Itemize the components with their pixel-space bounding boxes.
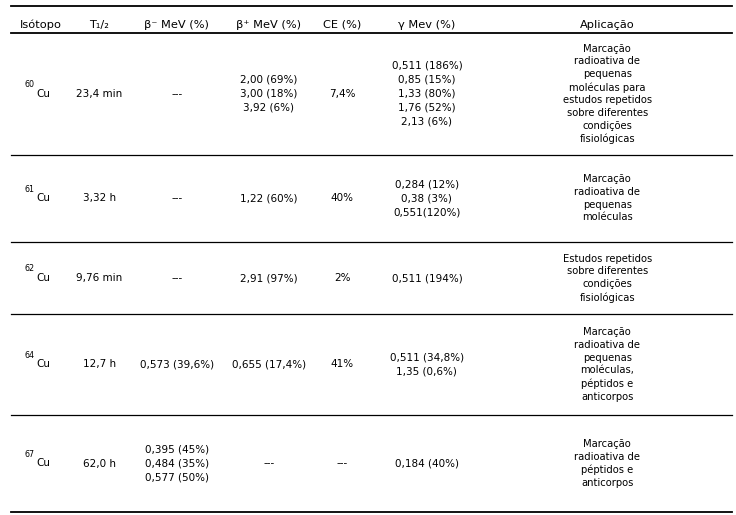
Text: β⁺ MeV (%): β⁺ MeV (%) bbox=[236, 20, 301, 29]
Text: Cu: Cu bbox=[36, 273, 50, 283]
Text: ---: --- bbox=[171, 193, 183, 203]
Text: 0,511 (194%): 0,511 (194%) bbox=[392, 273, 462, 283]
Text: Marcação
radioativa de
pequenas
moléculas para
estudos repetidos
sobre diferente: Marcação radioativa de pequenas molécula… bbox=[562, 43, 652, 145]
Text: Cu: Cu bbox=[36, 89, 50, 99]
Text: Cu: Cu bbox=[36, 193, 50, 203]
Text: 60: 60 bbox=[24, 80, 35, 89]
Text: 62: 62 bbox=[24, 264, 35, 273]
Text: 12,7 h: 12,7 h bbox=[82, 359, 116, 369]
Text: γ Mev (%): γ Mev (%) bbox=[398, 20, 456, 29]
Text: 2%: 2% bbox=[334, 273, 350, 283]
Text: 2,91 (97%): 2,91 (97%) bbox=[240, 273, 297, 283]
Text: 1,22 (60%): 1,22 (60%) bbox=[240, 193, 297, 203]
Text: 0,184 (40%): 0,184 (40%) bbox=[395, 458, 459, 469]
Text: 0,573 (39,6%): 0,573 (39,6%) bbox=[140, 359, 213, 369]
Text: 0,511 (34,8%)
1,35 (0,6%): 0,511 (34,8%) 1,35 (0,6%) bbox=[390, 352, 464, 376]
Text: Cu: Cu bbox=[36, 458, 50, 469]
Text: Aplicação: Aplicação bbox=[580, 20, 634, 29]
Text: Marcação
radioativa de
pequenas
moléculas,
péptidos e
anticorpos: Marcação radioativa de pequenas molécula… bbox=[574, 327, 640, 402]
Text: 0,284 (12%)
0,38 (3%)
0,551(120%): 0,284 (12%) 0,38 (3%) 0,551(120%) bbox=[393, 179, 461, 217]
Text: 62,0 h: 62,0 h bbox=[83, 458, 116, 469]
Text: Marcação
radioativa de
pequenas
moléculas: Marcação radioativa de pequenas molécula… bbox=[574, 174, 640, 222]
Text: 0,655 (17,4%): 0,655 (17,4%) bbox=[232, 359, 305, 369]
Text: β⁻ MeV (%): β⁻ MeV (%) bbox=[144, 20, 209, 29]
Text: T₁/₂: T₁/₂ bbox=[89, 20, 110, 29]
Text: 40%: 40% bbox=[330, 193, 354, 203]
Text: 64: 64 bbox=[24, 351, 35, 359]
Text: 3,32 h: 3,32 h bbox=[82, 193, 116, 203]
Text: 67: 67 bbox=[24, 450, 35, 459]
Text: 0,511 (186%)
0,85 (15%)
1,33 (80%)
1,76 (52%)
2,13 (6%): 0,511 (186%) 0,85 (15%) 1,33 (80%) 1,76 … bbox=[392, 61, 462, 127]
Text: 9,76 min: 9,76 min bbox=[77, 273, 122, 283]
Text: 0,395 (45%)
0,484 (35%)
0,577 (50%): 0,395 (45%) 0,484 (35%) 0,577 (50%) bbox=[144, 444, 209, 483]
Text: Isótopo: Isótopo bbox=[19, 20, 62, 30]
Text: ---: --- bbox=[263, 458, 275, 469]
Text: 41%: 41% bbox=[330, 359, 354, 369]
Text: ---: --- bbox=[171, 273, 183, 283]
Text: Marcação
radioativa de
péptidos e
anticorpos: Marcação radioativa de péptidos e antico… bbox=[574, 439, 640, 488]
Text: 2,00 (69%)
3,00 (18%)
3,92 (6%): 2,00 (69%) 3,00 (18%) 3,92 (6%) bbox=[240, 75, 297, 113]
Text: ---: --- bbox=[171, 89, 183, 99]
Text: 7,4%: 7,4% bbox=[329, 89, 355, 99]
Text: Cu: Cu bbox=[36, 359, 50, 369]
Text: 61: 61 bbox=[24, 184, 35, 194]
Text: Estudos repetidos
sobre diferentes
condições
fisiológicas: Estudos repetidos sobre diferentes condi… bbox=[562, 253, 652, 303]
Text: 23,4 min: 23,4 min bbox=[77, 89, 122, 99]
Text: ---: --- bbox=[336, 458, 348, 469]
Text: CE (%): CE (%) bbox=[323, 20, 361, 29]
